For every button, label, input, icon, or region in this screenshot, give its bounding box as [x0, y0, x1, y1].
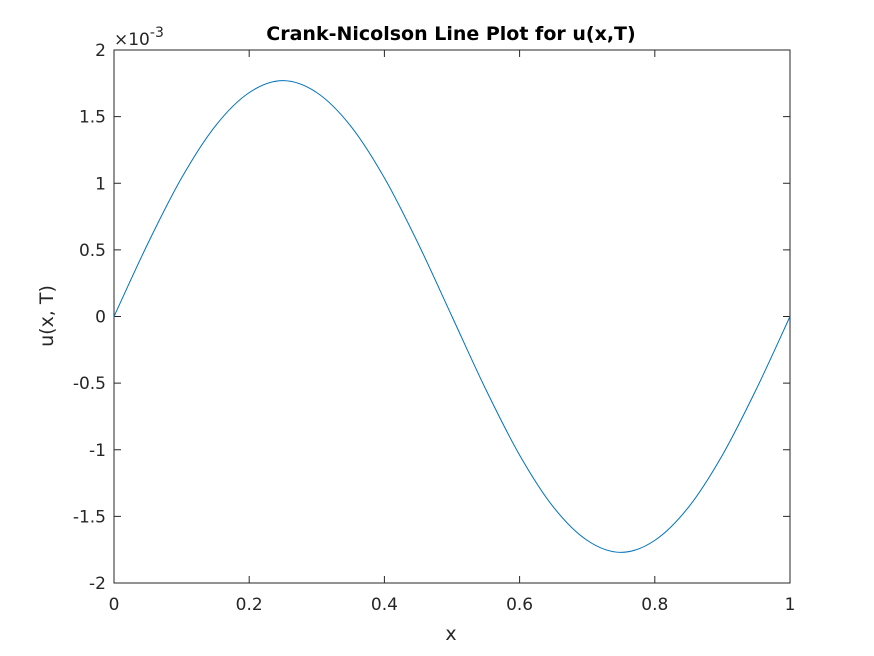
- x-tick-label: 0.4: [371, 595, 398, 615]
- x-tick-label: 0: [109, 595, 120, 615]
- y-tick-label: 0: [95, 308, 106, 328]
- y-axis-ticks: 2 1.5 1 0.5 0 -0.5 -1 -1.5 -2: [73, 41, 790, 594]
- y-tick-label: 2: [95, 41, 106, 61]
- y-exponent-label: ×10-3: [114, 25, 164, 50]
- y-tick-label: 0.5: [79, 241, 106, 261]
- x-tick-label: 0.8: [641, 595, 668, 615]
- series-group: [113, 80, 791, 553]
- y-tick-label: 1: [95, 174, 106, 194]
- svg-text:×10-3: ×10-3: [114, 25, 164, 50]
- y-exponent-base: ×10: [114, 30, 150, 50]
- y-exponent-power: -3: [150, 25, 164, 41]
- x-axis-ticks: 0 0.2 0.4 0.6 0.8 1: [109, 50, 796, 615]
- y-tick-label: 1.5: [79, 108, 106, 128]
- x-tick-label: 0.2: [236, 595, 263, 615]
- chart-title: Crank-Nicolson Line Plot for u(x,T): [266, 23, 635, 45]
- y-tick-label: -1: [89, 441, 106, 461]
- series-line: [113, 80, 791, 553]
- y-tick-label: -1.5: [73, 507, 106, 527]
- x-tick-label: 1: [785, 595, 796, 615]
- y-axis-label: u(x, T): [36, 285, 58, 347]
- x-axis-label: x: [445, 623, 456, 645]
- y-tick-label: -2: [89, 574, 106, 594]
- x-tick-label: 0.6: [506, 595, 533, 615]
- y-tick-label: -0.5: [73, 374, 106, 394]
